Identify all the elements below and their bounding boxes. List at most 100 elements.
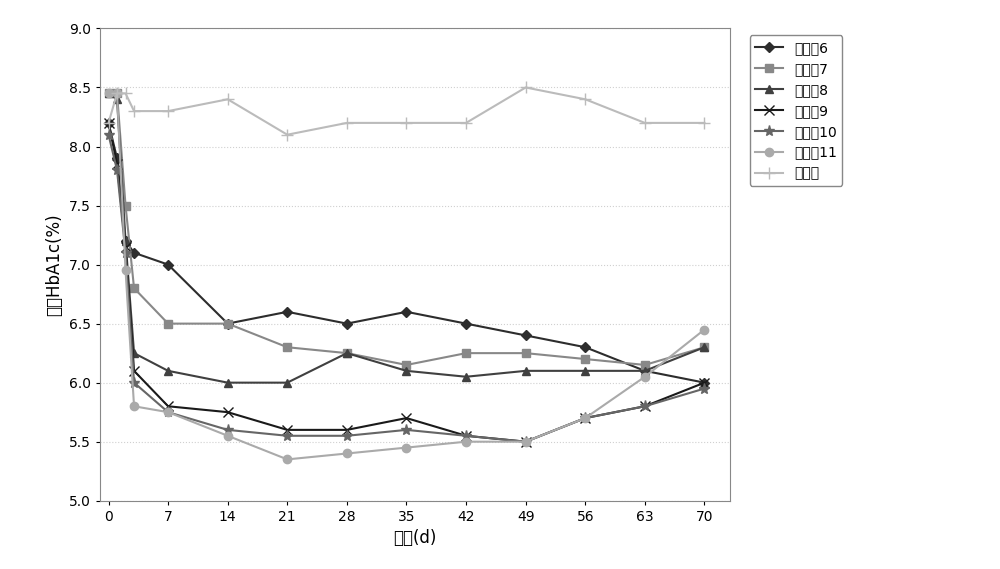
实施兦6 (400, 308, 412, 315)
实施兦6 (162, 261, 174, 268)
实施兦8 (460, 373, 472, 380)
实施兦9 (520, 438, 532, 445)
实施兦8 (120, 238, 132, 245)
实施兦8 (639, 368, 651, 374)
实施兦8 (281, 380, 293, 386)
实施兦10 (520, 438, 532, 445)
实施兦9 (460, 432, 472, 439)
实施兦11 (103, 90, 115, 97)
X-axis label: 时间(d): 时间(d) (393, 529, 437, 547)
实施兦7 (281, 344, 293, 351)
实施兦7 (341, 350, 353, 357)
实施兦7 (120, 202, 132, 209)
实施兦6 (111, 155, 123, 162)
实施兦9 (120, 244, 132, 250)
Line: 实施兦6: 实施兦6 (105, 119, 708, 386)
实施兦7 (579, 356, 591, 362)
Line: 实施兦9: 实施兦9 (104, 118, 709, 447)
实施兦11 (128, 403, 140, 410)
实施兦8 (341, 350, 353, 357)
实施兦10 (103, 131, 115, 138)
实施兦9 (281, 427, 293, 434)
实施兦9 (111, 161, 123, 168)
实施兦10 (341, 432, 353, 439)
实施兦9 (400, 415, 412, 422)
实施兦10 (579, 415, 591, 422)
实施兦6 (698, 380, 710, 386)
空白组 (698, 119, 710, 126)
实施兦7 (128, 285, 140, 292)
实施兦10 (162, 409, 174, 415)
实施兦8 (520, 368, 532, 374)
实施兦7 (400, 361, 412, 368)
实施兦9 (579, 415, 591, 422)
实施兦10 (128, 380, 140, 386)
实施兦6 (579, 344, 591, 351)
Line: 空白组: 空白组 (103, 82, 710, 141)
实施兦11 (162, 409, 174, 415)
实施兦6 (460, 320, 472, 327)
实施兦10 (639, 403, 651, 410)
实施兦7 (162, 320, 174, 327)
实施兦11 (460, 438, 472, 445)
空白组 (639, 119, 651, 126)
实施兦10 (698, 385, 710, 392)
实施兦6 (520, 332, 532, 339)
实施兦9 (162, 403, 174, 410)
实施兦7 (698, 344, 710, 351)
实施兦6 (222, 320, 234, 327)
实施兦6 (639, 368, 651, 374)
实施兦11 (120, 267, 132, 274)
实施兦7 (639, 361, 651, 368)
Line: 实施兦10: 实施兦10 (103, 129, 710, 447)
实施兦6 (281, 308, 293, 315)
实施兦9 (698, 380, 710, 386)
实施兦11 (520, 438, 532, 445)
空白组 (120, 90, 132, 97)
实施兦8 (111, 96, 123, 102)
空白组 (128, 108, 140, 114)
实施兦8 (579, 368, 591, 374)
实施兦6 (120, 238, 132, 245)
实施兦8 (698, 344, 710, 351)
实施兦6 (103, 119, 115, 126)
实施兦7 (460, 350, 472, 357)
实施兦9 (128, 368, 140, 374)
实施兦7 (520, 350, 532, 357)
实施兦8 (400, 368, 412, 374)
空白组 (162, 108, 174, 114)
实施兦10 (120, 249, 132, 256)
实施兦11 (222, 432, 234, 439)
空白组 (111, 90, 123, 97)
实施兦10 (111, 167, 123, 174)
实施兦10 (400, 427, 412, 434)
实施兦6 (128, 249, 140, 256)
实施兦8 (103, 90, 115, 97)
Line: 实施兦8: 实施兦8 (104, 89, 709, 387)
实施兦10 (281, 432, 293, 439)
实施兦7 (111, 90, 123, 97)
Line: 实施兦7: 实施兦7 (104, 89, 709, 369)
实施兦9 (639, 403, 651, 410)
Legend: 实施兦6, 实施兦7, 实施兦8, 实施兦9, 实施兦10, 实施兦11, 空白组: 实施兦6, 实施兦7, 实施兦8, 实施兦9, 实施兦10, 实施兦11, 空白… (750, 35, 842, 186)
空白组 (460, 119, 472, 126)
实施兦10 (460, 432, 472, 439)
空白组 (520, 84, 532, 91)
实施兦6 (341, 320, 353, 327)
实施兦9 (103, 119, 115, 126)
实施兦11 (579, 415, 591, 422)
空白组 (341, 119, 353, 126)
实施兦11 (341, 450, 353, 457)
Line: 实施兦11: 实施兦11 (104, 89, 709, 464)
空白组 (103, 119, 115, 126)
实施兦8 (128, 350, 140, 357)
空白组 (400, 119, 412, 126)
实施兦11 (698, 326, 710, 333)
Y-axis label: 平均HbA1c(%): 平均HbA1c(%) (45, 213, 63, 316)
空白组 (222, 96, 234, 102)
空白组 (579, 96, 591, 102)
实施兦9 (222, 409, 234, 415)
实施兦7 (103, 90, 115, 97)
实施兦9 (341, 427, 353, 434)
实施兦11 (639, 373, 651, 380)
